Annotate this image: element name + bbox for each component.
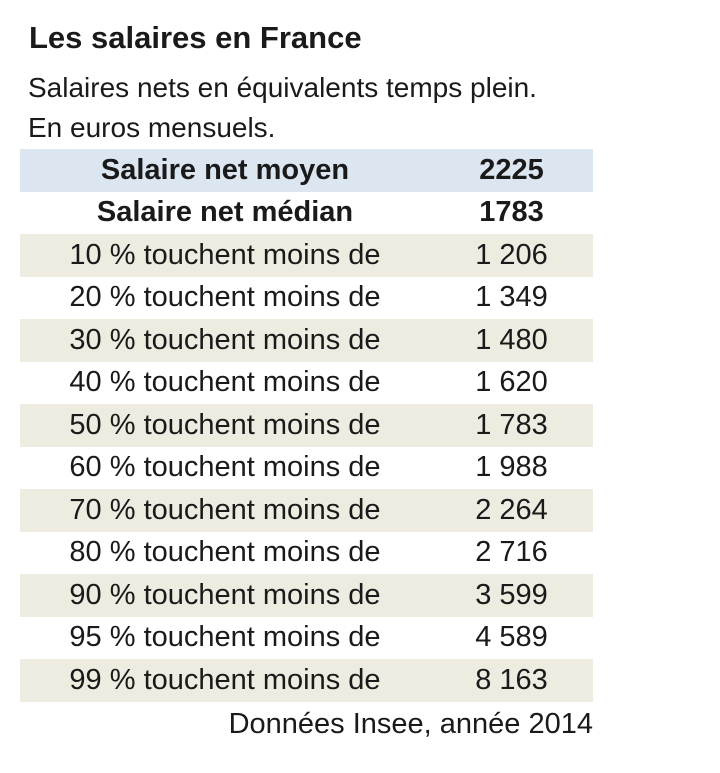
salary-table: Salaire net moyen 2225 Salaire net média… xyxy=(20,149,593,702)
row-value: 2225 xyxy=(479,153,544,186)
row-value: 3 599 xyxy=(475,578,548,611)
row-value: 1 620 xyxy=(475,366,548,399)
row-value: 2 264 xyxy=(475,493,548,526)
row-value: 1 206 xyxy=(475,238,548,271)
source-note: Données Insee, année 2014 xyxy=(228,708,593,740)
subtitle-line-2: En euros mensuels. xyxy=(28,112,276,143)
row-value: 1 783 xyxy=(475,408,548,441)
table-row-moyen: Salaire net moyen 2225 xyxy=(20,149,593,192)
subtitle-line-1: Salaires nets en équivalents temps plein… xyxy=(28,72,537,103)
row-label: 90 % touchent moins de xyxy=(69,578,381,611)
row-label: Salaire net moyen xyxy=(100,153,350,186)
row-value: 8 163 xyxy=(475,663,548,696)
table-row-p10: 10 % touchent moins de 1 206 xyxy=(20,234,593,277)
row-label: 30 % touchent moins de xyxy=(69,323,381,356)
row-value: 1783 xyxy=(479,196,544,229)
row-value: 1 480 xyxy=(475,323,548,356)
table-row-p80: 80 % touchent moins de 2 716 xyxy=(20,531,593,574)
row-label: 95 % touchent moins de xyxy=(69,621,381,654)
table-row-p20: 20 % touchent moins de 1 349 xyxy=(20,276,593,319)
table-row-p99: 99 % touchent moins de 8 163 xyxy=(20,659,593,702)
row-value: 1 349 xyxy=(475,281,548,314)
row-label: 60 % touchent moins de xyxy=(69,451,381,484)
table-row-p70: 70 % touchent moins de 2 264 xyxy=(20,489,593,532)
table-row-median: Salaire net médian 1783 xyxy=(20,191,593,234)
row-value: 4 589 xyxy=(475,621,548,654)
table-row-p60: 60 % touchent moins de 1 988 xyxy=(20,446,593,489)
row-label: 40 % touchent moins de xyxy=(69,366,381,399)
table-row-p40: 40 % touchent moins de 1 620 xyxy=(20,361,593,404)
row-label: 10 % touchent moins de xyxy=(69,238,381,271)
row-value: 1 988 xyxy=(475,451,548,484)
row-label: 70 % touchent moins de xyxy=(69,493,381,526)
table-row-p30: 30 % touchent moins de 1 480 xyxy=(20,319,593,362)
page-title: Les salaires en France xyxy=(29,20,362,55)
row-label: 50 % touchent moins de xyxy=(69,408,381,441)
table-row-p90: 90 % touchent moins de 3 599 xyxy=(20,574,593,617)
table-row-p95: 95 % touchent moins de 4 589 xyxy=(20,616,593,659)
row-label: 80 % touchent moins de xyxy=(69,536,381,569)
row-label: Salaire net médian xyxy=(96,196,354,229)
table-row-p50: 50 % touchent moins de 1 783 xyxy=(20,404,593,447)
row-label: 20 % touchent moins de xyxy=(69,281,381,314)
row-label: 99 % touchent moins de xyxy=(69,663,381,696)
row-value: 2 716 xyxy=(475,536,548,569)
